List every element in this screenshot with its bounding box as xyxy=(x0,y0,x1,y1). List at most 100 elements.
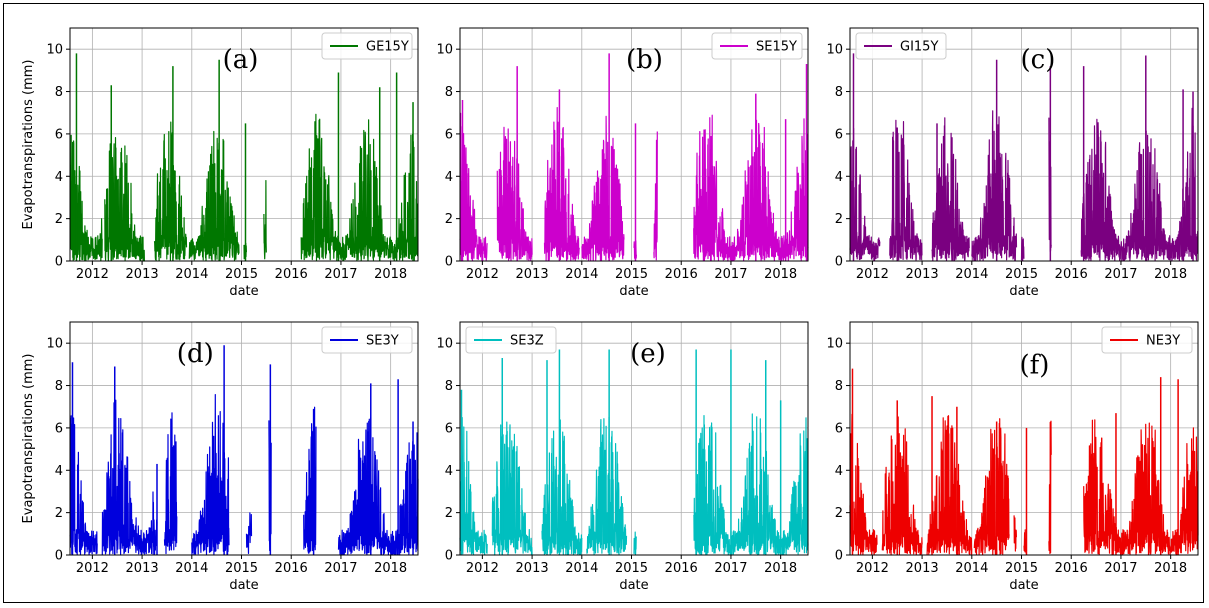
y-tick-label: 8 xyxy=(835,379,843,394)
legend-label: GI15Y xyxy=(900,40,938,55)
panel-letter: (b) xyxy=(626,45,663,75)
y-tick-label: 4 xyxy=(445,464,453,479)
panel-letter: (f) xyxy=(1019,351,1049,381)
x-tick-label: 2017 xyxy=(714,561,747,576)
y-tick-label: 10 xyxy=(436,337,453,352)
y-tick-label: 8 xyxy=(55,379,63,394)
y-tick-label: 6 xyxy=(445,421,453,436)
x-tick-label: 2016 xyxy=(1055,267,1088,282)
y-tick-label: 0 xyxy=(55,255,63,270)
x-tick-label: 2014 xyxy=(175,561,208,576)
x-tick-label: 2018 xyxy=(374,561,407,576)
x-tick-label: 2013 xyxy=(516,267,549,282)
x-tick-label: 2016 xyxy=(275,267,308,282)
y-tick-label: 0 xyxy=(835,549,843,564)
series-SE15Y xyxy=(459,53,809,262)
x-tick-label: 2012 xyxy=(76,561,109,576)
x-tick-label: 2014 xyxy=(955,561,988,576)
legend: GE15Y xyxy=(321,32,413,60)
x-tick-label: 2013 xyxy=(126,561,159,576)
y-tick-label: 2 xyxy=(445,212,453,227)
panel-letter: (d) xyxy=(177,339,214,369)
grid xyxy=(70,322,418,556)
y-tick-label: 6 xyxy=(55,421,63,436)
panel-letter: (a) xyxy=(223,45,259,75)
x-tick-label: 2015 xyxy=(1005,267,1038,282)
legend-box xyxy=(1101,326,1193,354)
plot-frame xyxy=(459,27,809,262)
legend-box xyxy=(855,32,947,60)
panel-a: 0 2 4 6 8 10 2012 2013 2014 2015 2016 2017 2018 date E… xyxy=(21,27,419,299)
y-tick-label: 4 xyxy=(55,170,63,185)
y-tick-label: 10 xyxy=(826,43,843,58)
y-tick-label: 6 xyxy=(55,127,63,142)
x-tick-label: 2013 xyxy=(906,267,939,282)
series-GI15Y xyxy=(849,53,1199,262)
x-tick-label: 2012 xyxy=(466,267,499,282)
x-tick-label: 2013 xyxy=(906,561,939,576)
x-tick-label: 2017 xyxy=(1104,561,1137,576)
y-tick-label: 2 xyxy=(835,212,843,227)
series-SE3Y xyxy=(69,345,419,556)
series-line xyxy=(849,413,1199,556)
x-tick-label: 2016 xyxy=(1055,561,1088,576)
x-tick-label: 2016 xyxy=(665,561,698,576)
y-tick-label: 2 xyxy=(835,506,843,521)
legend: GI15Y xyxy=(855,32,947,60)
x-tick-label: 2017 xyxy=(1104,267,1137,282)
series-line xyxy=(69,394,419,556)
legend-label: SE15Y xyxy=(756,40,797,55)
x-tick-label: 2018 xyxy=(764,267,797,282)
x-axis-label: date xyxy=(619,284,648,299)
x-tick-label: 2014 xyxy=(565,267,598,282)
y-tick-label: 10 xyxy=(46,337,63,352)
plot-frame xyxy=(849,27,1199,262)
x-tick-label: 2017 xyxy=(714,267,747,282)
y-tick-label: 8 xyxy=(55,85,63,100)
y-tick-label: 8 xyxy=(445,85,453,100)
x-tick-label: 2018 xyxy=(764,561,797,576)
y-tick-label: 0 xyxy=(835,255,843,270)
x-tick-label: 2014 xyxy=(955,267,988,282)
y-tick-label: 0 xyxy=(55,549,63,564)
y-tick-label: 10 xyxy=(46,43,63,58)
x-tick-label: 2015 xyxy=(615,267,648,282)
x-tick-label: 2016 xyxy=(665,267,698,282)
legend: NE3Y xyxy=(1101,326,1193,354)
panel-f: 0 2 4 6 8 10 2012 2013 2014 2015 2016 2017 2018 date (… xyxy=(826,321,1199,593)
x-tick-label: 2015 xyxy=(225,561,258,576)
x-tick-label: 2012 xyxy=(466,561,499,576)
panel-c: 0 2 4 6 8 10 2012 2013 2014 2015 2016 2017 2018 date (… xyxy=(826,27,1199,299)
y-tick-label: 0 xyxy=(445,255,453,270)
y-tick-label: 4 xyxy=(55,464,63,479)
legend-box xyxy=(711,32,803,60)
plot-frame xyxy=(69,321,419,556)
legend-label: SE3Z xyxy=(510,334,544,349)
legend-box xyxy=(321,326,413,354)
y-tick-label: 4 xyxy=(835,464,843,479)
x-axis-label: date xyxy=(1009,578,1038,593)
x-tick-label: 2018 xyxy=(1154,267,1187,282)
x-axis-label: date xyxy=(229,578,258,593)
y-tick-label: 2 xyxy=(55,212,63,227)
x-tick-label: 2015 xyxy=(225,267,258,282)
panel-d: 0 2 4 6 8 10 2012 2013 2014 2015 2016 2017 2018 date E… xyxy=(21,321,419,593)
y-tick-label: 6 xyxy=(445,127,453,142)
y-tick-label: 6 xyxy=(835,421,843,436)
x-tick-label: 2013 xyxy=(126,267,159,282)
legend-box xyxy=(465,326,557,354)
series-line xyxy=(69,113,419,262)
series-NE3Y xyxy=(849,368,1199,556)
y-tick-label: 8 xyxy=(835,85,843,100)
x-axis-label: date xyxy=(229,284,258,299)
y-tick-label: 2 xyxy=(445,506,453,521)
x-tick-label: 2018 xyxy=(1154,561,1187,576)
x-tick-label: 2017 xyxy=(324,561,357,576)
plot-frame xyxy=(459,321,809,556)
legend: SE15Y xyxy=(711,32,803,60)
y-tick-label: 4 xyxy=(445,170,453,185)
x-tick-label: 2017 xyxy=(324,267,357,282)
x-tick-label: 2015 xyxy=(1005,561,1038,576)
y-axis-label: Evapotranspirations (mm) xyxy=(21,354,36,524)
